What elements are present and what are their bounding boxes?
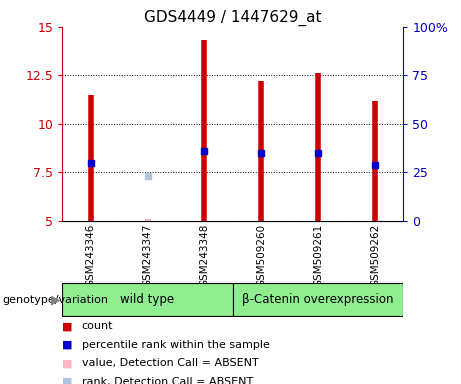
- Text: genotype/variation: genotype/variation: [2, 295, 108, 305]
- Text: value, Detection Call = ABSENT: value, Detection Call = ABSENT: [82, 358, 258, 368]
- Text: GSM509262: GSM509262: [370, 224, 380, 287]
- Text: GSM509260: GSM509260: [256, 224, 266, 287]
- Text: β-Catenin overexpression: β-Catenin overexpression: [242, 293, 394, 306]
- Text: ■: ■: [62, 377, 73, 384]
- Text: ■: ■: [62, 340, 73, 350]
- Text: rank, Detection Call = ABSENT: rank, Detection Call = ABSENT: [82, 377, 253, 384]
- Text: ▶: ▶: [51, 293, 60, 306]
- Text: GSM509261: GSM509261: [313, 224, 323, 287]
- Text: ■: ■: [62, 358, 73, 368]
- Text: count: count: [82, 321, 113, 331]
- Text: GSM243346: GSM243346: [86, 224, 96, 287]
- Text: wild type: wild type: [120, 293, 175, 306]
- Text: ■: ■: [62, 321, 73, 331]
- Bar: [62, 283, 233, 316]
- Bar: [233, 283, 403, 316]
- Text: GSM243348: GSM243348: [199, 224, 209, 287]
- Title: GDS4449 / 1447629_at: GDS4449 / 1447629_at: [144, 9, 322, 25]
- Text: GSM243347: GSM243347: [142, 224, 153, 287]
- Text: percentile rank within the sample: percentile rank within the sample: [82, 340, 270, 350]
